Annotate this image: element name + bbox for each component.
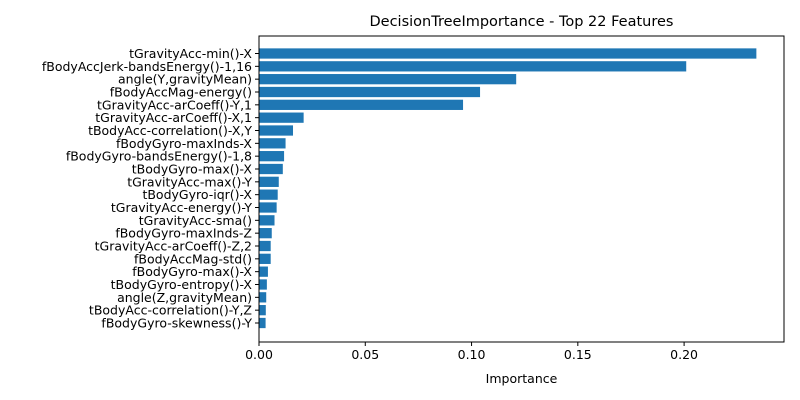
bar — [259, 48, 757, 59]
y-tick-label: fBodyAccJerk-bandsEnergy()-1,16 — [42, 59, 252, 74]
bar — [259, 86, 481, 98]
y-tick-label: tGravityAcc-max()-Y — [127, 174, 252, 189]
bar — [259, 317, 266, 329]
y-tick-label: fBodyGyro-max()-X — [132, 264, 252, 279]
y-tick-label: tBodyGyro-iqr()-X — [142, 187, 252, 202]
y-tick-label: fBodyGyro-skewness()-Y — [101, 316, 252, 331]
bar — [259, 266, 268, 277]
x-tick-label: 0.20 — [670, 347, 698, 362]
x-tick-label: 0.00 — [245, 347, 273, 362]
bar — [259, 112, 304, 123]
bar — [259, 189, 278, 200]
bar — [259, 253, 271, 264]
y-tick-label: tGravityAcc-min()-X — [129, 46, 252, 61]
x-ticks-group: 0.00 0.05 0.10 0.15 0.20 — [245, 342, 698, 362]
bar — [259, 202, 277, 213]
y-tick-label: tGravityAcc-arCoeff()-Z,2 — [95, 239, 252, 254]
bar — [259, 125, 294, 136]
y-tick-label: fBodyGyro-maxInds-Z — [115, 226, 252, 241]
x-tick-label: 0.10 — [458, 347, 486, 362]
y-tick-label: fBodyGyro-bandsEnergy()-1,8 — [66, 149, 252, 164]
plot-frame — [258, 35, 785, 343]
chart-title: DecisionTreeImportance - Top 22 Features — [370, 14, 674, 30]
x-axis-label: Importance — [486, 371, 558, 386]
y-tick-label: angle(Y,gravityMean) — [118, 72, 252, 87]
bar — [259, 228, 272, 239]
bar — [259, 99, 464, 110]
y-tick-label: tBodyAcc-correlation()-X,Y — [88, 123, 252, 138]
y-tick-label: tBodyGyro-max()-X — [132, 162, 253, 177]
y-tick-label: tGravityAcc-energy()-Y — [111, 200, 252, 215]
x-tick-label: 0.15 — [564, 347, 592, 362]
bar — [259, 163, 283, 175]
bar — [259, 151, 285, 162]
bar — [259, 138, 286, 149]
bar — [259, 61, 687, 72]
y-tick-label: tGravityAcc-arCoeff()-Y,1 — [97, 97, 252, 112]
y-tick-label: angle(Z,gravityMean) — [117, 290, 252, 305]
bar — [259, 279, 267, 290]
bar — [259, 305, 266, 316]
bar — [259, 215, 275, 226]
y-tick-label: tGravityAcc-sma() — [139, 213, 252, 228]
y-tick-label: tBodyGyro-entropy()-X — [111, 277, 253, 292]
bars-group — [259, 48, 757, 329]
y-tick-label: fBodyAccMag-std() — [134, 251, 252, 266]
y-tick-label: tBodyAcc-correlation()-Y,Z — [89, 303, 252, 318]
bar — [259, 292, 267, 303]
bar — [259, 240, 271, 252]
y-ticks-group: tGravityAcc-min()-XfBodyAccJerk-bandsEne… — [42, 46, 259, 331]
y-tick-label: fBodyGyro-maxInds-X — [116, 136, 252, 151]
y-tick-label: tGravityAcc-arCoeff()-X,1 — [95, 110, 252, 125]
x-tick-label: 0.05 — [351, 347, 379, 362]
y-tick-label: fBodyAccMag-energy() — [110, 85, 252, 100]
bar — [259, 74, 517, 85]
bar — [259, 176, 279, 187]
